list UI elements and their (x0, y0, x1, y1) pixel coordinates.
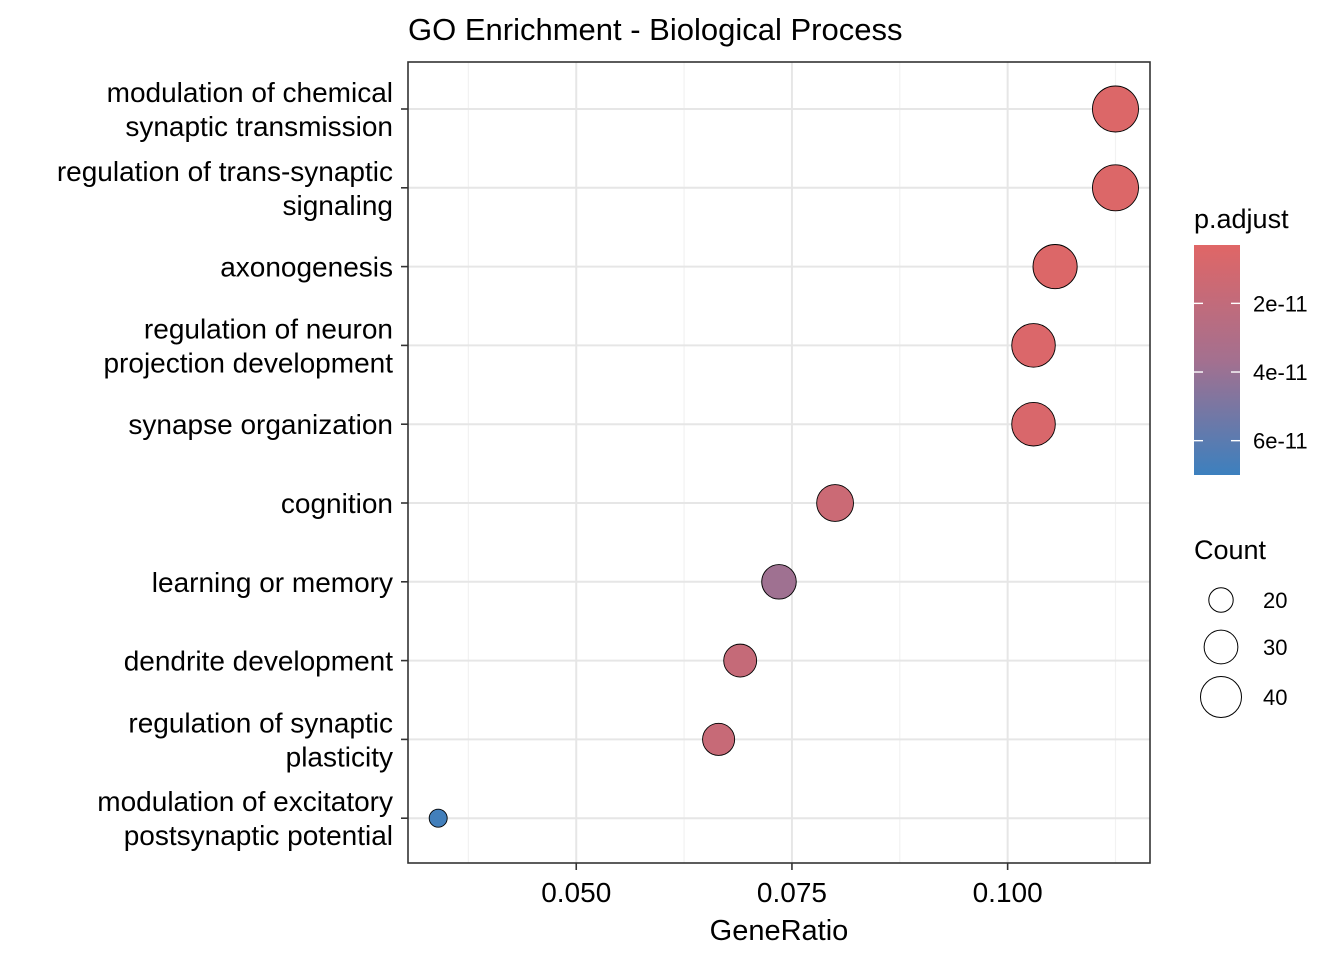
y-tick-label: dendrite development (124, 646, 394, 677)
data-points (428, 85, 1139, 828)
size-legend-title: Count (1194, 535, 1267, 565)
size-legend-keys: 20 30 40 (1199, 587, 1287, 719)
data-point (816, 484, 854, 522)
plot-panel-background (408, 62, 1150, 863)
size-legend-label: 20 (1263, 588, 1287, 613)
y-tick-label: regulation of trans-synaptic signaling (57, 156, 393, 221)
x-tick-label: 0.050 (541, 877, 611, 908)
color-legend-ticks: 2e-11 4e-11 6e-11 (1194, 291, 1308, 454)
x-tick-label: 0.100 (973, 877, 1043, 908)
y-tick-label: axonogenesis (220, 252, 393, 283)
data-point (1092, 164, 1139, 212)
colorbar-tick-label: 6e-11 (1253, 429, 1308, 454)
y-tick-label: cognition (281, 488, 393, 519)
data-point (1092, 85, 1139, 133)
size-legend-key (1208, 587, 1234, 613)
color-legend-title: p.adjust (1194, 204, 1289, 234)
x-axis-tick-labels: 0.050 0.075 0.100 (541, 877, 1042, 908)
plot-panel-border (407, 61, 1151, 864)
y-tick-marks (401, 108, 408, 820)
data-point (1011, 323, 1056, 368)
size-legend: Count 20 30 40 (1194, 535, 1287, 719)
x-tick-label: 0.075 (757, 877, 827, 908)
size-legend-key (1199, 675, 1243, 719)
y-tick-label: synapse organization (128, 409, 393, 440)
colorbar-tick-label: 4e-11 (1253, 360, 1308, 385)
y-tick-label: learning or memory (152, 567, 393, 598)
y-tick-label: regulation of neuron projection developme… (103, 313, 393, 378)
color-legend-colorbar (1194, 245, 1240, 475)
data-point (761, 564, 797, 600)
color-legend: p.adjust 2e-11 4e-11 6e-11 (1194, 204, 1308, 475)
chart-title: GO Enrichment - Biological Process (408, 12, 902, 47)
data-point (1011, 401, 1056, 447)
y-axis-category-labels: modulation of chemical synaptic transmiss… (57, 77, 393, 851)
x-axis-title: GeneRatio (710, 915, 849, 947)
y-tick-label: modulation of excitatory postsynaptic pot… (97, 786, 393, 851)
y-tick-label: regulation of synaptic plasticity (128, 707, 393, 772)
y-tick-label: modulation of chemical synaptic transmiss… (107, 77, 393, 142)
size-legend-label: 40 (1263, 685, 1287, 710)
x-tick-marks (575, 863, 1009, 870)
data-point (428, 808, 448, 828)
size-legend-label: 30 (1263, 635, 1287, 660)
data-point (1032, 244, 1078, 290)
data-point (723, 643, 758, 678)
size-legend-key (1203, 629, 1239, 665)
data-point (702, 722, 736, 756)
colorbar-tick-label: 2e-11 (1253, 291, 1308, 316)
